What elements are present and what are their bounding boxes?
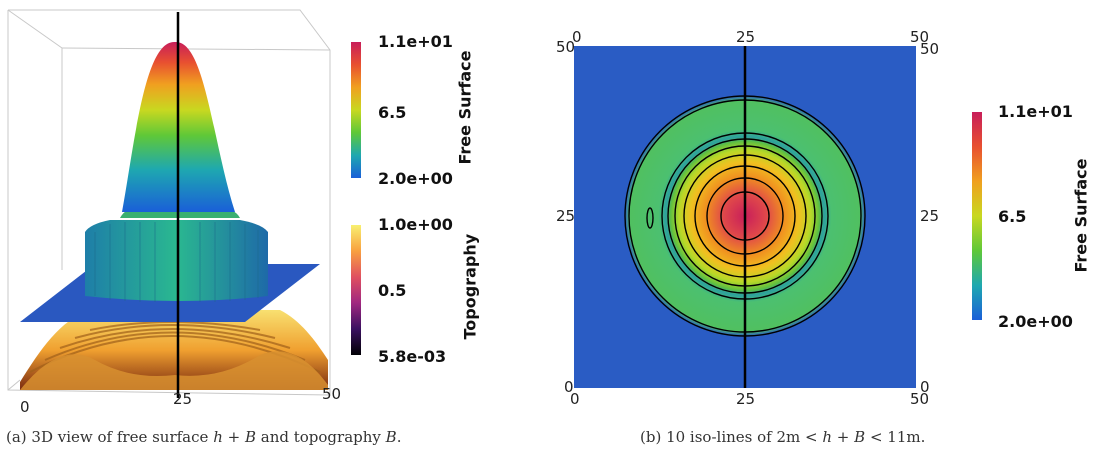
bounding-box — [7, 9, 331, 396]
left-tick-25: 25 — [556, 207, 576, 225]
free-surface-max-label: 1.1e+01 — [378, 32, 453, 51]
left-tick-0: 0 — [564, 378, 574, 396]
caption-a-prefix: (a) 3D view of free surface — [6, 428, 209, 446]
top-tick-0: 0 — [572, 28, 582, 46]
caption-a: (a) 3D view of free surface h + B and to… — [6, 428, 401, 446]
iso-colorbar — [972, 112, 982, 320]
iso-lines-plot — [574, 46, 916, 388]
free-surface-step — [85, 220, 268, 301]
topography-max-label: 1.0e+00 — [378, 215, 453, 234]
left-figure: 0 25 50 1.1e+01 6.5 2.0e+00 Free Surface… — [0, 0, 520, 420]
caption-b-math: h + B — [822, 428, 866, 446]
left-tick-50: 50 — [556, 38, 576, 56]
bottom-tick-0: 0 — [570, 390, 580, 408]
iso-colorbar-title: Free Surface — [1071, 158, 1091, 273]
right-tick-50: 50 — [920, 40, 940, 58]
axis-tick-0: 0 — [20, 398, 30, 416]
top-tick-25: 25 — [736, 28, 756, 46]
topography-min-label: 5.8e-03 — [378, 347, 447, 366]
right-tick-25: 25 — [920, 207, 940, 225]
bottom-tick-25: 25 — [736, 390, 756, 408]
topography-colorbar — [351, 225, 361, 355]
caption-a-middle: and topography — [260, 428, 381, 446]
free-surface-colorbar — [351, 42, 361, 178]
free-surface-mid-label: 6.5 — [378, 103, 407, 122]
caption-b: (b) 10 iso-lines of 2m < h + B < 11m. — [640, 428, 925, 446]
free-surface-colorbar-title: Free Surface — [455, 50, 475, 165]
free-surface-min-label: 2.0e+00 — [378, 169, 453, 188]
topography-surface — [20, 310, 328, 390]
topography-mid-label: 0.5 — [378, 281, 407, 300]
right-tick-0: 0 — [920, 378, 930, 396]
axis-tick-25: 25 — [173, 390, 193, 408]
topography-colorbar-title: Topography — [460, 233, 480, 340]
iso-colorbar-mid-label: 6.5 — [998, 207, 1027, 226]
iso-colorbar-max-label: 1.1e+01 — [998, 102, 1073, 121]
surface-3d-plot — [7, 9, 331, 398]
top-tick-50: 50 — [910, 28, 930, 46]
axis-tick-50: 50 — [322, 385, 342, 403]
caption-a-math1: h + B — [213, 428, 256, 446]
iso-colorbar-min-label: 2.0e+00 — [998, 312, 1073, 331]
caption-b-suffix: < 11m. — [869, 428, 926, 446]
bottom-tick-50: 50 — [910, 390, 930, 408]
right-figure: 0 25 50 50 25 0 50 25 0 0 25 50 1.1e+01 … — [540, 0, 1093, 420]
caption-a-suffix: . — [396, 428, 402, 446]
caption-a-math2: B — [385, 428, 397, 446]
caption-b-prefix: (b) 10 iso-lines of 2m < — [640, 428, 818, 446]
